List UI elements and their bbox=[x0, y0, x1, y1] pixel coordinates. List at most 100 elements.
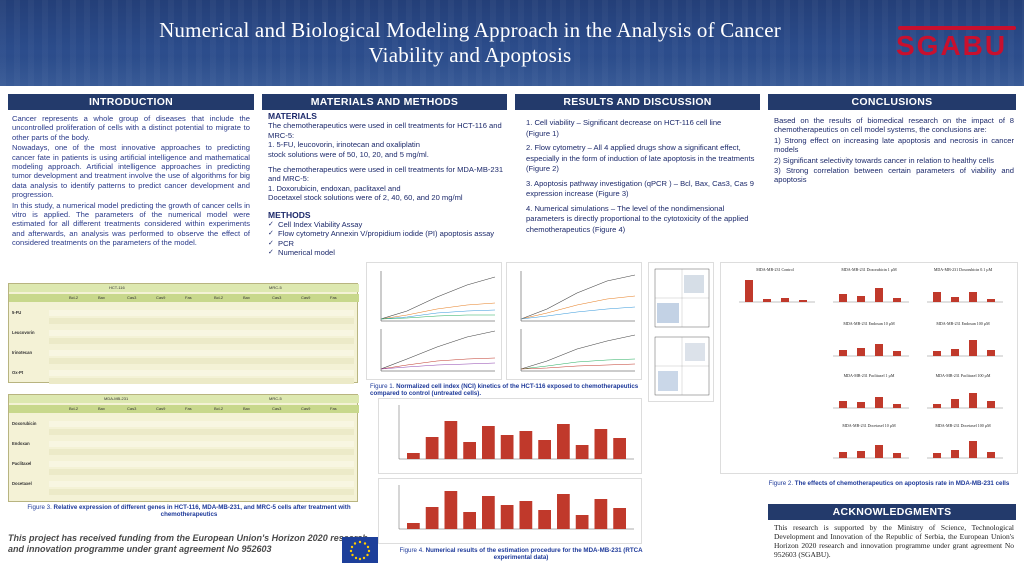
result-1: 1. Cell viability – Significant decrease… bbox=[526, 118, 722, 127]
gene-header-cell: Bcl-2 bbox=[214, 295, 224, 300]
drug-label: Endoxan bbox=[12, 441, 30, 446]
intro-paragraph-2: Nowadays, one of the most innovative app… bbox=[12, 143, 250, 200]
fig4-bar bbox=[575, 445, 589, 459]
apoptosis-bar bbox=[933, 453, 941, 458]
acknowledgments-heading: ACKNOWLEDGMENTS bbox=[768, 504, 1016, 520]
materials-line-4: The chemotherapeutics were used in cell … bbox=[268, 165, 504, 184]
table-top-title-row: HCT-116 MRC-5 bbox=[9, 284, 359, 292]
apoptosis-bar bbox=[799, 300, 807, 302]
flow-cytometry-plot bbox=[648, 262, 714, 402]
fig4-bar bbox=[425, 507, 439, 529]
result-1-ref: (Figure 1) bbox=[526, 128, 559, 138]
apoptosis-bar bbox=[893, 351, 901, 356]
fig4-bar bbox=[482, 426, 495, 459]
fig4-bar bbox=[538, 440, 551, 459]
gene-header-cell: Cas3 bbox=[127, 406, 137, 411]
drug-label: Leucovorin bbox=[12, 330, 35, 335]
conclusions-intro: Based on the results of biomedical resea… bbox=[774, 116, 1014, 135]
banner-texture bbox=[0, 0, 1024, 86]
fig4-bar bbox=[613, 438, 626, 459]
materials-line-2: 1. 5-FU, leucovorin, irinotecan and oxal… bbox=[268, 140, 420, 150]
result-4-ref: (Figure 4) bbox=[592, 224, 626, 234]
apoptosis-panel: MDA-MB-231 Doxorubicin 0.1 µM bbox=[919, 267, 1007, 315]
conclusion-2: 2) Significant selectivity towards cance… bbox=[774, 155, 994, 165]
table-value-row bbox=[49, 481, 354, 487]
apoptosis-panel: MDA-MB-231 Docetaxel 100 µM bbox=[919, 423, 1007, 471]
apoptosis-panel-title: MDA-MB-231 Doxorubicin 1 µM bbox=[841, 267, 897, 272]
materials-line-5: 1. Doxorubicin, endoxan, paclitaxel and bbox=[268, 183, 401, 193]
apoptosis-bar bbox=[781, 298, 789, 302]
fig4-bars-top bbox=[398, 405, 634, 460]
result-4-text: 4. Numerical simulations – The level of … bbox=[526, 203, 749, 234]
table-top-left-title: HCT-116 bbox=[109, 285, 125, 290]
drug-label: Docetaxel bbox=[12, 481, 32, 486]
table-value-row bbox=[49, 429, 354, 435]
method-item: Flow cytometry Annexin V/propidium iodid… bbox=[268, 229, 506, 239]
materials-line-6: Docetaxel stock solutions were of 2, 40,… bbox=[268, 193, 463, 203]
figure-2-grid: MDA-MB-231 Control MDA-MB-231 Doxorubicin… bbox=[720, 262, 1018, 474]
fig4-bar bbox=[444, 421, 458, 459]
apoptosis-panel-title: MDA-MB-231 Paclitaxel 100 µM bbox=[935, 373, 991, 378]
methods-heading: MATERIALS AND METHODS bbox=[262, 94, 507, 110]
figure-2-caption: Figure 2. The effects of chemotherapeuti… bbox=[760, 480, 1018, 487]
apoptosis-bars bbox=[833, 344, 909, 357]
result-3: 3. Apoptosis pathway investigation (qPCR… bbox=[526, 179, 758, 200]
apoptosis-panel: MDA-MB-231 Control bbox=[731, 267, 819, 315]
fig4-bar bbox=[557, 494, 570, 529]
sgabu-logo: SGABU bbox=[896, 26, 1016, 64]
apoptosis-panel: MDA-MB-231 Doxorubicin 1 µM bbox=[825, 267, 913, 315]
apoptosis-bar bbox=[893, 404, 901, 408]
fig4-bar bbox=[482, 496, 495, 529]
poster-title: Numerical and Biological Modeling Approa… bbox=[159, 18, 781, 67]
apoptosis-bar bbox=[857, 402, 865, 408]
table-value-row bbox=[49, 449, 354, 455]
fig4-bar bbox=[557, 424, 570, 459]
apoptosis-bar bbox=[839, 452, 847, 458]
gene-header-cell: Bax bbox=[98, 295, 105, 300]
fig4-bar bbox=[575, 515, 589, 529]
apoptosis-bar bbox=[763, 299, 771, 302]
method-item: PCR bbox=[268, 239, 506, 249]
apoptosis-bar bbox=[969, 393, 977, 408]
table-value-row bbox=[49, 421, 354, 427]
table-top-gene-row: Bcl-2 Bax Cas3 Cas9 Fas Bcl-2 Bax Cas3 Cas9 Fas bbox=[9, 294, 359, 302]
logo-arc bbox=[898, 26, 1016, 30]
figure-4-text: Numerical results of the estimation proc… bbox=[425, 547, 643, 562]
methods-title: METHODS bbox=[268, 209, 311, 220]
gene-header-cell: Bax bbox=[98, 406, 105, 411]
apoptosis-bar bbox=[839, 350, 847, 356]
materials-line-1: The chemotherapeutics were used in cell … bbox=[268, 121, 502, 140]
apoptosis-bars bbox=[833, 445, 909, 459]
apoptosis-panel-title: MDA-MB-231 Endoxan 10 µM bbox=[843, 321, 895, 326]
table-value-row bbox=[49, 318, 354, 324]
apoptosis-bar bbox=[893, 453, 901, 458]
methods-text: MATERIALS The chemotherapeutics were use… bbox=[268, 111, 506, 258]
gene-header-cell: Cas9 bbox=[156, 295, 166, 300]
introduction-text: Cancer represents a whole group of disea… bbox=[12, 114, 250, 249]
figure-4-top-chart bbox=[378, 398, 642, 474]
acknowledgments-text: This research is supported by the Minist… bbox=[774, 523, 1014, 559]
gene-header-cell: Cas9 bbox=[301, 406, 311, 411]
apoptosis-bar bbox=[933, 292, 941, 302]
fig4-bar bbox=[613, 508, 626, 529]
apoptosis-bars bbox=[833, 397, 909, 409]
gene-header-cell: Cas9 bbox=[156, 406, 166, 411]
fig4-bar bbox=[463, 512, 476, 529]
table-value-row bbox=[49, 358, 354, 364]
fig4-bar bbox=[538, 510, 551, 529]
apoptosis-bars bbox=[833, 288, 909, 303]
method-item: Cell Index Viability Assay bbox=[268, 220, 506, 230]
apoptosis-bar bbox=[951, 297, 959, 302]
apoptosis-bar bbox=[933, 351, 941, 356]
apoptosis-panel: MDA-MB-231 Endoxan 10 µM bbox=[825, 321, 913, 369]
apoptosis-bar bbox=[875, 344, 883, 356]
apoptosis-bars bbox=[927, 441, 1003, 459]
table-value-row bbox=[49, 378, 354, 384]
gene-header-cell: Fas bbox=[185, 406, 192, 411]
gene-table-bottom: MDA-MB-231 MRC-5 Bcl-2 Bax Cas3 Cas9 Fas Bcl-… bbox=[8, 394, 359, 502]
fig4-bar bbox=[444, 491, 458, 529]
apoptosis-bar bbox=[951, 349, 959, 356]
drug-label: Ox-Pt bbox=[12, 370, 24, 375]
conclusion-3: 3) Strong correlation between certain pa… bbox=[774, 166, 1014, 185]
figure-4-label: Figure 4. bbox=[399, 547, 424, 554]
